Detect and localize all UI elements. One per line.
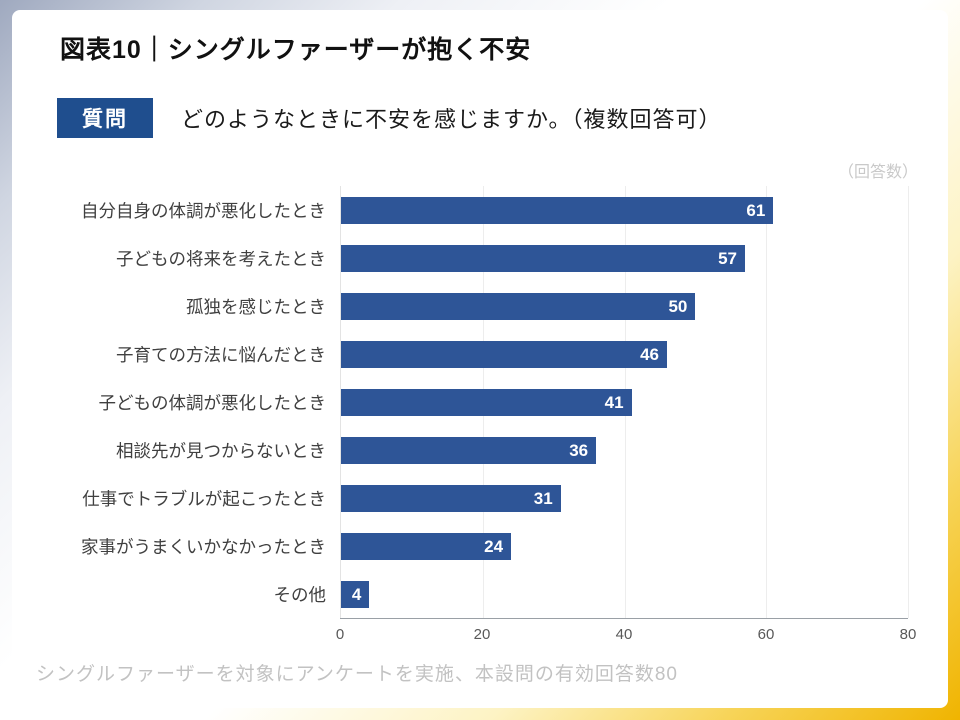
category-label: 家事がうまくいかなかったとき [81, 536, 326, 557]
question-badge: 質問 [57, 98, 153, 138]
gridline [766, 186, 768, 618]
bar: 31 [341, 484, 561, 512]
category-label: 仕事でトラブルが起こったとき [82, 488, 326, 509]
bar-row: 41 [341, 378, 908, 426]
category-label: 子どもの将来を考えたとき [116, 248, 326, 269]
bar-row: 57 [341, 234, 908, 282]
unit-note: （回答数） [837, 164, 918, 181]
bar-row: 4 [341, 570, 908, 618]
bar-value-label: 50 [668, 296, 688, 316]
bar: 57 [341, 244, 745, 272]
footnote: シングルファーザーを対象にアンケートを実施、本設問の有効回答数80 [36, 664, 678, 685]
category-label: 自分自身の体調が悪化したとき [81, 200, 326, 221]
plot-rows: 61 57 50 46 41 36 31 24 4 [340, 186, 909, 618]
bar-row: 36 [341, 426, 908, 474]
bar: 61 [341, 196, 774, 224]
bar-row: 46 [341, 330, 908, 378]
x-tick-label: 60 [757, 626, 775, 643]
bar-chart: 自分自身の体調が悪化したとき子どもの将来を考えたとき孤独を感じたとき子育ての方法… [36, 186, 916, 651]
gridline [908, 186, 909, 618]
bar: 46 [341, 340, 668, 368]
category-label: 孤独を感じたとき [186, 296, 326, 317]
chart-body: 自分自身の体調が悪化したとき子どもの将来を考えたとき孤独を感じたとき子育ての方法… [36, 186, 916, 651]
bar-row: 31 [341, 474, 908, 522]
bar-value-label: 61 [746, 200, 766, 220]
bar: 41 [341, 388, 632, 416]
category-labels: 自分自身の体調が悪化したとき子どもの将来を考えたとき孤独を感じたとき子育ての方法… [36, 186, 340, 651]
page-title: 図表10｜シングルファーザーが抱く不安 [60, 36, 532, 64]
category-label: 子どもの体調が悪化したとき [98, 392, 327, 413]
bar-row: 61 [341, 186, 908, 234]
bar-value-label: 41 [604, 392, 624, 412]
bar-row: 50 [341, 282, 908, 330]
category-label: その他 [273, 584, 327, 605]
bar: 24 [341, 532, 512, 560]
category-label: 子育ての方法に悩んだとき [116, 344, 326, 365]
x-tick-label: 40 [615, 626, 633, 643]
bar-value-label: 46 [640, 344, 660, 364]
question-row: 質問 どのようなときに不安を感じますか。（複数回答可） [57, 98, 722, 138]
bar-value-label: 24 [484, 536, 504, 556]
x-axis-ticks: 0 20 40 60 80 [336, 618, 916, 651]
slide-card: 図表10｜シングルファーザーが抱く不安 質問 どのようなときに不安を感じますか。… [12, 10, 948, 708]
bar: 36 [341, 436, 597, 464]
category-label: 相談先が見つからないとき [116, 440, 326, 461]
plot-area: 61 57 50 46 41 36 31 24 4 0 20 40 60 80 [336, 186, 916, 651]
bar: 4 [341, 580, 370, 608]
bar-value-label: 57 [718, 248, 737, 268]
bar-row: 24 [341, 522, 908, 570]
x-tick-label: 20 [473, 626, 491, 643]
bar-value-label: 36 [569, 440, 589, 460]
x-tick-label: 0 [335, 626, 345, 643]
bar: 50 [341, 292, 696, 320]
x-tick-label: 80 [899, 626, 917, 643]
question-text: どのようなときに不安を感じますか。（複数回答可） [181, 107, 722, 132]
bar-value-label: 4 [351, 584, 362, 604]
bar-value-label: 31 [533, 488, 553, 508]
